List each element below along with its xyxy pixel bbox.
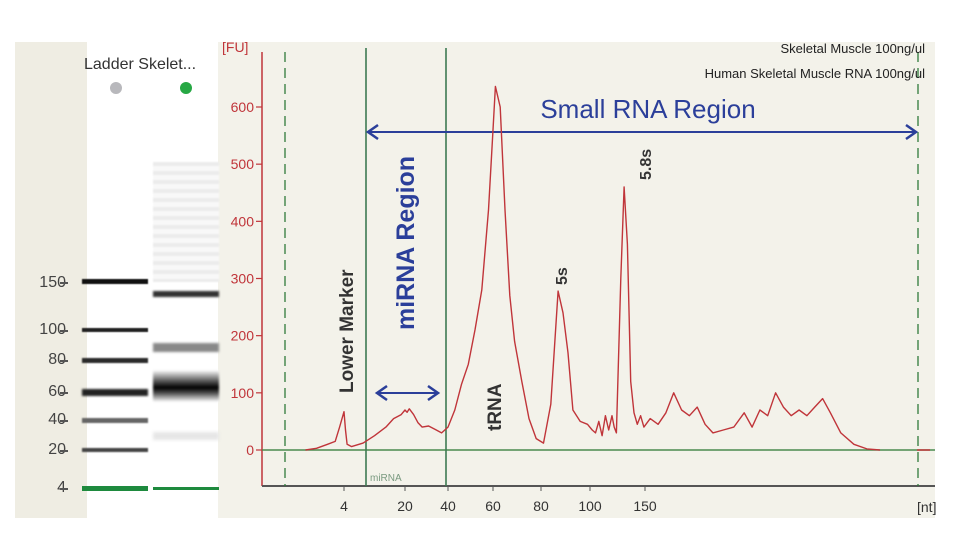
small-rna-region-label: Small RNA Region (540, 94, 755, 124)
ladder-band-marker (82, 486, 148, 491)
ladder-band-80 (82, 358, 148, 363)
legend-entry-2: Human Skeletal Muscle RNA 100ng/ul (705, 66, 926, 81)
size-label-4: 4 (16, 479, 66, 497)
x-axis-label: [nt] (917, 499, 936, 515)
peak-58s-label: 5.8s (638, 149, 655, 180)
size-label-20: 20 (48, 441, 66, 458)
skeletal-band (153, 432, 219, 440)
y-tick-label: 600 (231, 99, 255, 115)
x-tick-label: 150 (633, 498, 657, 514)
mirna-axis-tag: miRNA (370, 473, 402, 484)
y-tick-label: 0 (246, 442, 254, 458)
skeletal-lane-dot[interactable] (180, 82, 192, 94)
y-tick-label: 500 (231, 156, 255, 172)
size-tick (60, 282, 68, 284)
mirna-region-label: miRNA Region (392, 156, 420, 330)
ladder-band-60 (82, 389, 148, 396)
size-tick (60, 450, 68, 452)
y-tick-label: 100 (231, 385, 255, 401)
ladder-band-20 (82, 448, 148, 452)
mirna-region-arrow-head-right (427, 384, 441, 402)
size-tick (60, 392, 68, 394)
ladder-lane-dot[interactable] (110, 82, 122, 94)
size-label-60: 60 (48, 383, 66, 400)
x-tick-label: 20 (397, 498, 413, 514)
x-tick-label: 60 (485, 498, 501, 514)
ladder-band-100 (82, 328, 148, 332)
x-tick-label: 40 (440, 498, 456, 514)
mirna-region-arrow-head-left (374, 384, 388, 402)
size-tick (60, 420, 68, 422)
size-tick (60, 330, 68, 332)
size-tick (60, 360, 68, 362)
skeletal-band-smear (153, 162, 219, 282)
chart-panel (218, 42, 935, 518)
size-label-100: 100 (39, 321, 66, 338)
size-label-150: 150 (39, 274, 66, 291)
peak-5s-label: 5s (554, 267, 571, 285)
small-rna-region-arrow-head-left (365, 123, 379, 141)
ladder-band-40 (82, 418, 148, 423)
legend-entry-1: Skeletal Muscle 100ng/ul (780, 41, 925, 56)
skeletal-band-main (153, 370, 219, 402)
lower-marker-label: Lower Marker (337, 269, 358, 393)
size-label-40: 40 (48, 411, 66, 428)
electropherogram-trace (305, 85, 881, 451)
x-tick-label: 80 (533, 498, 549, 514)
y-tick-label: 300 (231, 271, 255, 287)
size-tick (60, 488, 68, 490)
trna-label: tRNA (485, 383, 506, 431)
y-axis-label: [FU] (222, 39, 248, 55)
lane-titles: Ladder Skelet... (84, 56, 197, 73)
x-tick-label: 100 (578, 498, 602, 514)
x-tick-label: 4 (340, 498, 348, 514)
skeletal-band-marker (153, 487, 219, 490)
size-label-80: 80 (48, 351, 66, 368)
ladder-band-150 (82, 279, 148, 284)
y-tick-label: 400 (231, 213, 255, 229)
skeletal-band (153, 291, 219, 297)
small-rna-region-arrow-head-right (905, 123, 919, 141)
y-tick-label: 200 (231, 328, 255, 344)
skeletal-band (153, 343, 219, 352)
